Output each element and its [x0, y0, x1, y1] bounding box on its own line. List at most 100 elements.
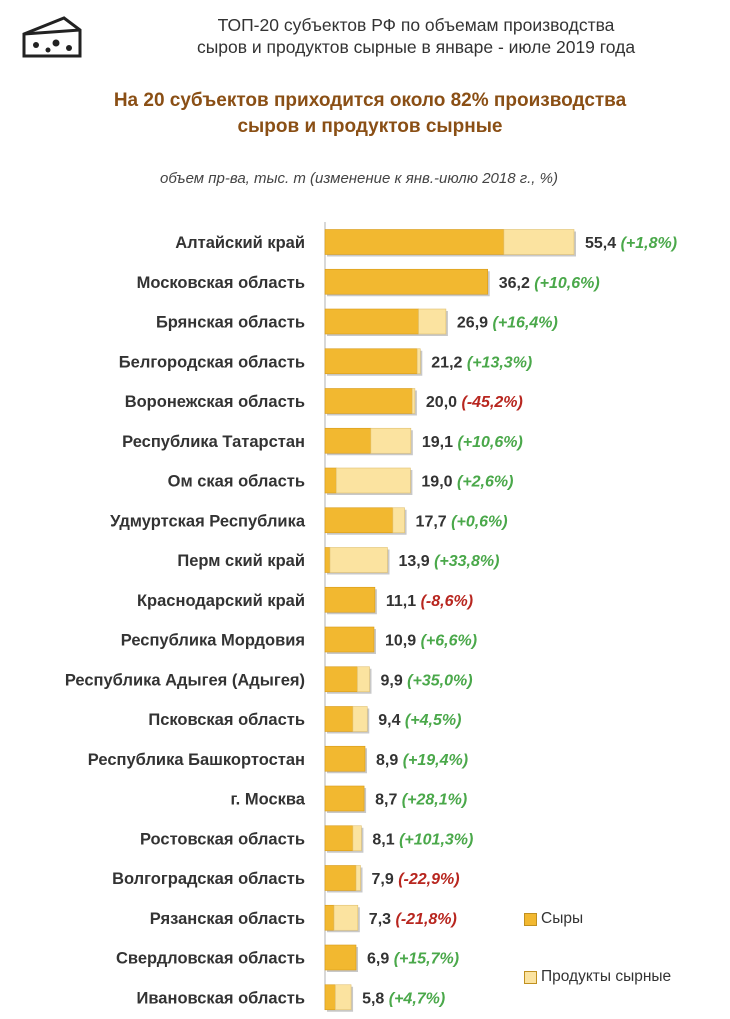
- category-label: Республика Адыгея (Адыгея): [65, 671, 305, 689]
- category-label: Белгородская область: [119, 353, 305, 371]
- value-label: 13,9 (+33,8%): [398, 553, 499, 570]
- value-label: 11,1 (-8,6%): [386, 593, 473, 610]
- total-value: 21,2: [431, 354, 467, 371]
- bar-cheese: [324, 507, 394, 534]
- total-value: 19,1: [422, 434, 458, 451]
- bar-products: [333, 904, 359, 931]
- category-label: Волгоградская область: [112, 870, 305, 888]
- value-label: 20,0 (-45,2%): [426, 394, 523, 411]
- cheese-icon: [22, 16, 82, 58]
- category-label: Ростовская область: [140, 830, 305, 848]
- bar-cheese: [324, 308, 419, 335]
- bar-products: [329, 547, 388, 573]
- value-label: 8,1 (+101,3%): [372, 831, 473, 848]
- legend-swatch-products: [524, 970, 537, 984]
- bar-cheese: [324, 586, 376, 613]
- total-value: 8,9: [376, 752, 403, 769]
- bar-cheese: [324, 865, 357, 891]
- bar-cheese: [324, 904, 335, 931]
- units-note: объем пр-ва, тыс. т (изменение к янв.-ию…: [160, 170, 558, 187]
- total-value: 7,3: [369, 911, 396, 928]
- change-value: (+6,6%): [421, 633, 477, 650]
- bar-cheese: [324, 825, 354, 852]
- change-value: (+13,3%): [467, 354, 532, 371]
- bar-products: [357, 666, 370, 693]
- total-value: 5,8: [362, 990, 389, 1007]
- total-value: 20,0: [426, 394, 462, 411]
- category-label: Республика Мордовия: [121, 632, 305, 650]
- category-label: Перм ский край: [177, 552, 305, 570]
- total-value: 55,4: [585, 235, 621, 252]
- category-label: Брянская область: [156, 314, 305, 332]
- total-value: 13,9: [398, 553, 434, 570]
- category-label: Московская область: [137, 274, 305, 292]
- category-label: Ивановская область: [137, 989, 305, 1007]
- total-value: 9,4: [378, 712, 405, 729]
- bar-products: [392, 507, 405, 534]
- legend-item-products: Продукты сырные: [524, 968, 671, 986]
- value-label: 5,8 (+4,7%): [362, 990, 445, 1007]
- value-label: 19,0 (+2,6%): [421, 474, 513, 491]
- bar-products: [335, 984, 352, 1011]
- category-label: Республика Татарстан: [122, 433, 305, 451]
- total-value: 36,2: [499, 275, 535, 292]
- change-value: (+2,6%): [457, 474, 513, 491]
- category-label: Рязанская область: [150, 910, 305, 928]
- bar-cheese: [324, 348, 418, 375]
- total-value: 9,9: [380, 672, 407, 689]
- value-label: 9,9 (+35,0%): [380, 672, 472, 689]
- legend-swatch-cheese: [524, 912, 537, 926]
- value-label: 17,7 (+0,6%): [416, 513, 508, 530]
- chart-subtitle-line1: На 20 субъектов приходится около 82% про…: [113, 90, 627, 111]
- bar-products: [352, 825, 362, 852]
- bar-products: [355, 865, 361, 891]
- value-label: 7,3 (-21,8%): [369, 911, 457, 928]
- change-value: (+0,6%): [451, 513, 507, 530]
- change-value: (+101,3%): [399, 831, 473, 848]
- value-label: 26,9 (+16,4%): [457, 315, 558, 332]
- bar-cheese: [324, 745, 366, 772]
- bar-cheese: [324, 785, 365, 812]
- bar-cheese: [324, 427, 372, 454]
- value-label: 7,9 (-22,9%): [372, 871, 460, 888]
- bar-products: [370, 427, 412, 454]
- total-value: 7,9: [372, 871, 399, 888]
- value-label: 6,9 (+15,7%): [367, 951, 459, 968]
- value-label: 36,2 (+10,6%): [499, 275, 600, 292]
- total-value: 6,9: [367, 951, 394, 968]
- bar-cheese: [324, 944, 357, 971]
- bar-cheese: [324, 229, 505, 255]
- bar-products: [352, 706, 368, 732]
- change-value: (-21,8%): [395, 911, 456, 928]
- category-label: Ом ская область: [168, 473, 305, 491]
- value-label: 55,4 (+1,8%): [585, 235, 677, 252]
- chart-title-line1: ТОП-20 субъектов РФ по объемам производс…: [217, 15, 615, 35]
- bar-cheese: [324, 388, 413, 414]
- bar-cheese: [324, 626, 375, 653]
- change-value: (+1,8%): [621, 235, 677, 252]
- bar-cheese: [324, 984, 336, 1011]
- bar-cheese: [324, 666, 358, 693]
- bar-cheese: [324, 547, 331, 573]
- change-value: (+4,5%): [405, 712, 461, 729]
- change-value: (+19,4%): [403, 752, 468, 769]
- value-label: 8,7 (+28,1%): [375, 792, 467, 809]
- change-value: (+4,7%): [389, 990, 445, 1007]
- change-value: (+28,1%): [402, 792, 467, 809]
- change-value: (+35,0%): [407, 672, 472, 689]
- total-value: 17,7: [416, 513, 452, 530]
- change-value: (+16,4%): [492, 315, 557, 332]
- category-label: Воронежская область: [125, 393, 305, 411]
- change-value: (+15,7%): [394, 951, 459, 968]
- category-label: Псковская область: [148, 711, 305, 729]
- bar-cheese: [324, 467, 337, 494]
- category-label: Республика Башкортостан: [88, 751, 305, 769]
- value-label: 21,2 (+13,3%): [431, 354, 532, 371]
- change-value: (+10,6%): [534, 275, 599, 292]
- bar-products: [503, 229, 575, 255]
- total-value: 11,1: [386, 593, 421, 610]
- category-label: Краснодарский край: [137, 592, 305, 610]
- category-label: Алтайский край: [175, 234, 305, 252]
- bar-products: [335, 467, 411, 494]
